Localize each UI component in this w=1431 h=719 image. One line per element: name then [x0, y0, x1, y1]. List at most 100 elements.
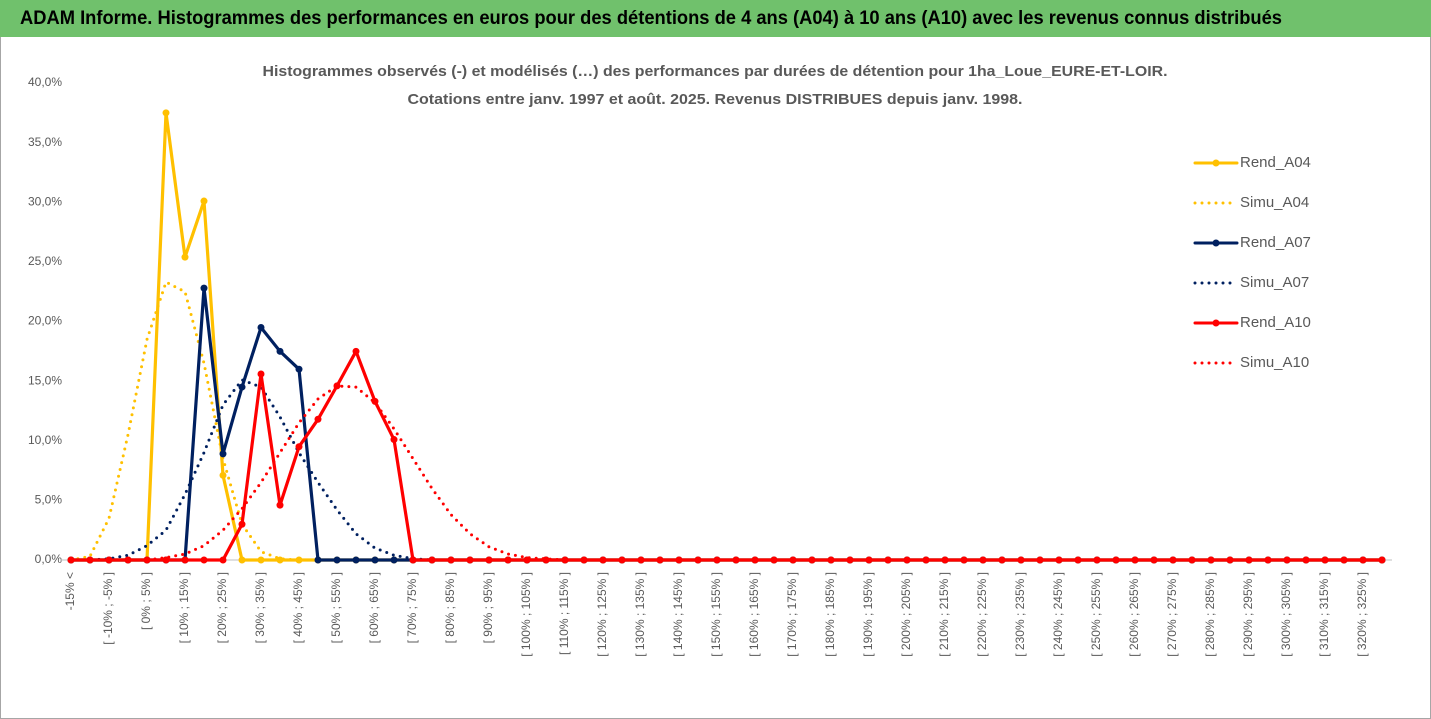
series-marker [1055, 556, 1063, 564]
series-marker [998, 556, 1006, 564]
series-marker [295, 443, 303, 451]
series-marker [1321, 556, 1329, 564]
series-marker [86, 556, 94, 564]
x-tick-label: [ 60% ; 65% ] [367, 572, 381, 643]
series-marker [200, 556, 208, 564]
legend-marker [1212, 239, 1220, 247]
legend-label: Simu_A04 [1240, 194, 1309, 211]
series-marker [219, 556, 227, 564]
x-tick-label: [ 50% ; 55% ] [329, 572, 343, 643]
x-tick-label: [ 290% ; 295% ] [1241, 572, 1255, 657]
y-tick-label: 5,0% [35, 493, 63, 507]
x-tick-label: [ 220% ; 225% ] [975, 572, 989, 657]
x-tick-label: [ 80% ; 85% ] [443, 572, 457, 643]
series-marker [219, 471, 227, 479]
series-marker [1378, 556, 1386, 564]
x-tick-label: [ 240% ; 245% ] [1051, 572, 1065, 657]
series-marker [105, 556, 113, 564]
series-marker [390, 556, 398, 564]
y-tick-label: 35,0% [28, 135, 62, 149]
series-marker [922, 556, 930, 564]
x-tick-label: [ -10% ; -5% ] [101, 572, 115, 645]
x-tick-label: [ 310% ; 315% ] [1317, 572, 1331, 657]
x-tick-label: [ 200% ; 205% ] [899, 572, 913, 657]
series-marker [238, 383, 246, 391]
series-marker [1150, 556, 1158, 564]
series-marker [1188, 556, 1196, 564]
series-marker [1264, 556, 1272, 564]
series-marker [884, 556, 892, 564]
legend-label: Simu_A10 [1240, 354, 1309, 371]
x-tick-label: [ 190% ; 195% ] [861, 572, 875, 657]
series-marker [219, 450, 227, 458]
series-marker [352, 347, 360, 355]
x-tick-label: [ 180% ; 185% ] [823, 572, 837, 657]
legend-label: Simu_A07 [1240, 274, 1309, 291]
x-tick-label: [ 0% ; 5% ] [139, 572, 153, 630]
header-title: ADAM Informe. Histogrammes des performan… [20, 8, 1282, 29]
y-tick-label: 30,0% [28, 194, 62, 208]
series-marker [1207, 556, 1215, 564]
x-tick-label: [ 130% ; 135% ] [633, 572, 647, 657]
series-marker [1283, 556, 1291, 564]
x-tick-label: [ 140% ; 145% ] [671, 572, 685, 657]
series-line [69, 384, 1384, 562]
series-marker [941, 556, 949, 564]
series-marker [295, 556, 303, 564]
series-marker [1131, 556, 1139, 564]
header-bar [0, 0, 1431, 37]
series-marker [276, 501, 284, 509]
series-marker [181, 253, 189, 261]
x-tick-label: [ 230% ; 235% ] [1013, 572, 1027, 657]
y-tick-label: 15,0% [28, 373, 62, 387]
x-tick-label: [ 300% ; 305% ] [1279, 572, 1293, 657]
x-tick-label: [ 120% ; 125% ] [595, 572, 609, 657]
x-tick-label: [ 210% ; 215% ] [937, 572, 951, 657]
series-marker [789, 556, 797, 564]
series-marker [352, 556, 360, 564]
x-tick-label: [ 280% ; 285% ] [1203, 572, 1217, 657]
y-tick-label: 40,0% [28, 75, 62, 89]
legend-label: Rend_A04 [1240, 154, 1311, 171]
x-tick-label: [ 160% ; 165% ] [747, 572, 761, 657]
x-tick-label: [ 40% ; 45% ] [291, 572, 305, 643]
legend-label: Rend_A10 [1240, 314, 1311, 331]
x-tick-label: [ 150% ; 155% ] [709, 572, 723, 657]
series-marker [238, 520, 246, 528]
series-marker [428, 556, 436, 564]
series-marker [333, 556, 341, 564]
series-marker [200, 197, 208, 205]
series-marker [162, 556, 170, 564]
series-marker [599, 556, 607, 564]
series-marker [485, 556, 493, 564]
y-tick-label: 25,0% [28, 254, 62, 268]
series-marker [409, 556, 417, 564]
x-tick-label: [ 20% ; 25% ] [215, 572, 229, 643]
series-marker [295, 365, 303, 373]
chart-title: Histogrammes observés (-) et modélisés (… [263, 63, 1168, 80]
x-tick-label: [ 100% ; 105% ] [519, 572, 533, 657]
x-tick-label: -15% < [63, 572, 77, 610]
y-tick-label: 10,0% [28, 433, 62, 447]
x-tick-label: [ 10% ; 15% ] [177, 572, 191, 643]
x-tick-label: [ 70% ; 75% ] [405, 572, 419, 643]
series-marker [314, 556, 322, 564]
legend-marker [1212, 159, 1220, 167]
x-tick-label: [ 270% ; 275% ] [1165, 572, 1179, 657]
series-marker [751, 556, 759, 564]
series-marker [447, 556, 455, 564]
series-marker [1340, 556, 1348, 564]
legend-marker [1212, 319, 1220, 327]
series-marker [675, 556, 683, 564]
series-marker [808, 556, 816, 564]
series-marker [1017, 556, 1025, 564]
x-tick-label: [ 250% ; 255% ] [1089, 572, 1103, 657]
series-marker [276, 556, 284, 564]
series-marker [390, 436, 398, 444]
series-marker [466, 556, 474, 564]
series-marker [181, 556, 189, 564]
legend-label: Rend_A07 [1240, 234, 1311, 251]
series-marker [314, 415, 322, 423]
series-marker [618, 556, 626, 564]
